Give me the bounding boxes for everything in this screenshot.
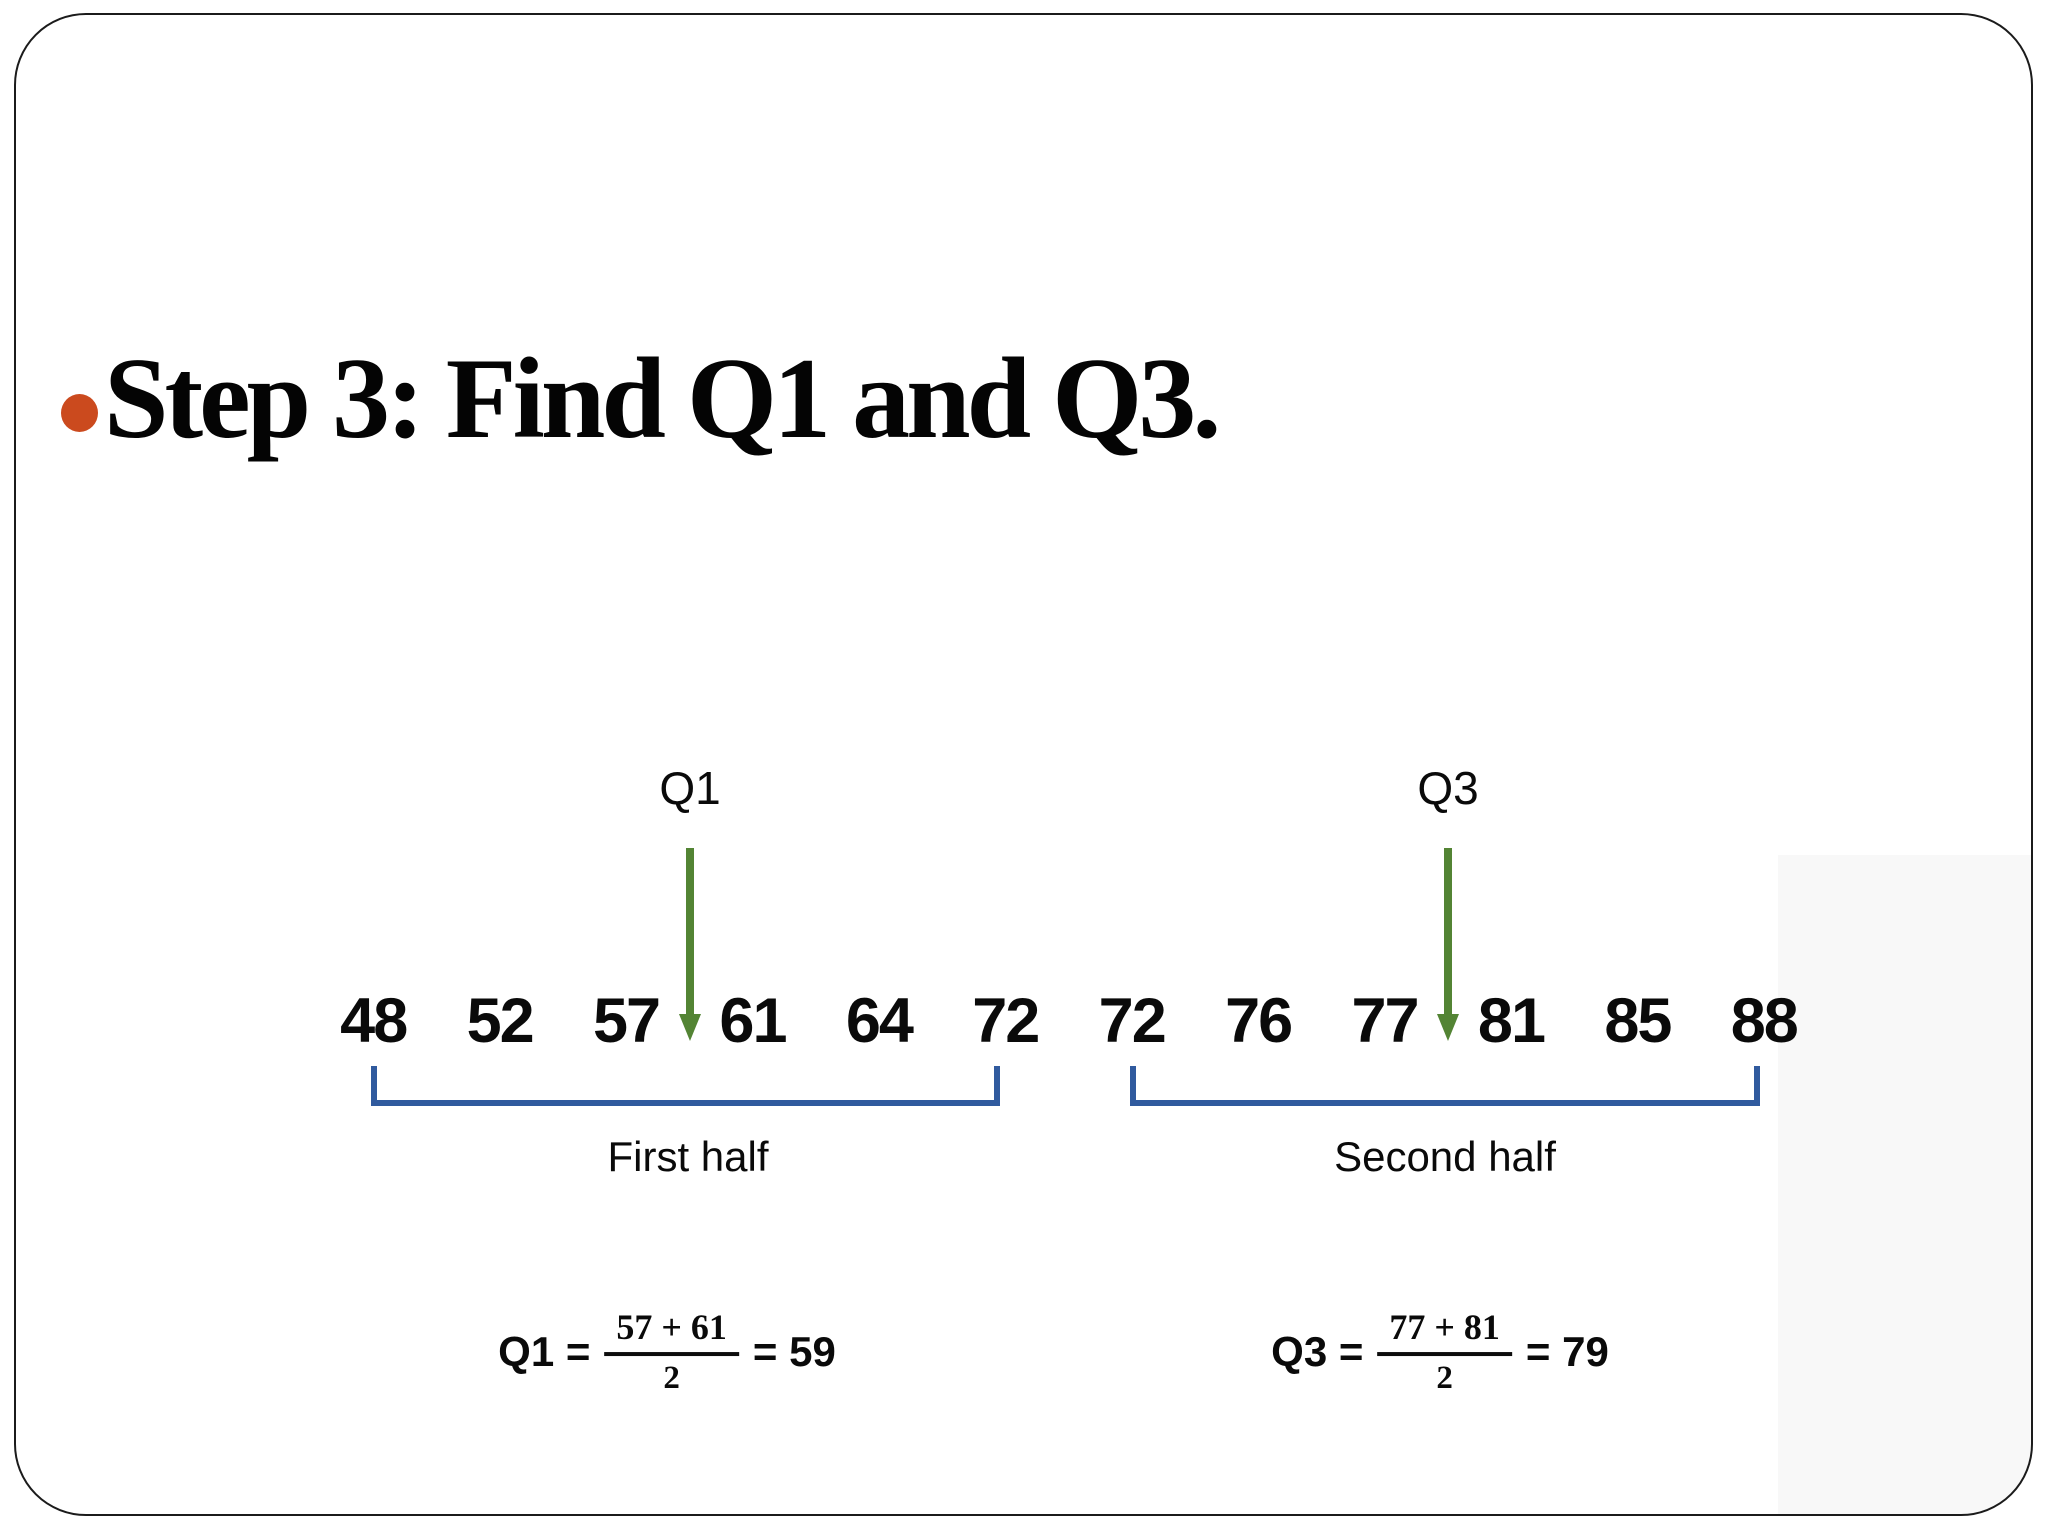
data-value: 76: [1225, 986, 1293, 1056]
fraction-bar: [604, 1351, 739, 1356]
data-value: 72: [972, 986, 1040, 1056]
data-value: 81: [1477, 986, 1546, 1056]
q3-formula-lhs: Q3 =: [1271, 1327, 1364, 1375]
data-value: 88: [1730, 986, 1799, 1056]
q3-arrow-icon: [1444, 848, 1452, 1016]
bullet-marker: [61, 394, 98, 432]
q1-formula: Q1 = 57 + 61 2 = 59: [498, 1307, 836, 1396]
q3-pointer-label: Q3: [1417, 762, 1479, 814]
data-values-row: 48 52 57 61 64 72 72 76 77 81 85 88: [310, 990, 1827, 1053]
background-shade: [1778, 855, 2031, 1514]
q1-pointer-label: Q1: [659, 762, 721, 814]
q3-formula: Q3 = 77 + 81 2 = 79: [1271, 1307, 1609, 1396]
q1-arrowhead-icon: [679, 1014, 701, 1041]
data-value: 72: [1098, 986, 1167, 1056]
slide-border: [14, 13, 2033, 1516]
q3-fraction: 77 + 81 2: [1377, 1307, 1512, 1396]
q1-fraction: 57 + 61 2: [604, 1307, 739, 1396]
q1-fraction-denominator: 2: [663, 1359, 680, 1396]
slide-title: Step 3: Find Q1 and Q3.: [104, 335, 1221, 463]
data-value: 61: [719, 986, 787, 1056]
second-half-label: Second half: [1334, 1133, 1556, 1180]
data-value: 52: [466, 986, 535, 1056]
second-half-bracket: [1130, 1066, 1760, 1106]
data-value: 85: [1604, 986, 1672, 1056]
q3-fraction-denominator: 2: [1436, 1359, 1453, 1396]
fraction-bar: [1377, 1351, 1512, 1356]
q1-formula-result: = 59: [752, 1327, 836, 1375]
q1-fraction-numerator: 57 + 61: [616, 1307, 727, 1348]
data-value: 48: [340, 986, 408, 1056]
q3-formula-result: = 79: [1525, 1327, 1609, 1375]
data-value: 64: [845, 986, 914, 1056]
q1-arrow-icon: [686, 848, 694, 1016]
q1-formula-lhs: Q1 =: [498, 1327, 591, 1375]
first-half-label: First half: [607, 1133, 769, 1180]
q3-arrowhead-icon: [1437, 1014, 1459, 1041]
data-value: 57: [592, 986, 661, 1056]
data-value: 77: [1351, 986, 1419, 1056]
q3-fraction-numerator: 77 + 81: [1389, 1307, 1500, 1348]
first-half-bracket: [371, 1066, 1000, 1106]
